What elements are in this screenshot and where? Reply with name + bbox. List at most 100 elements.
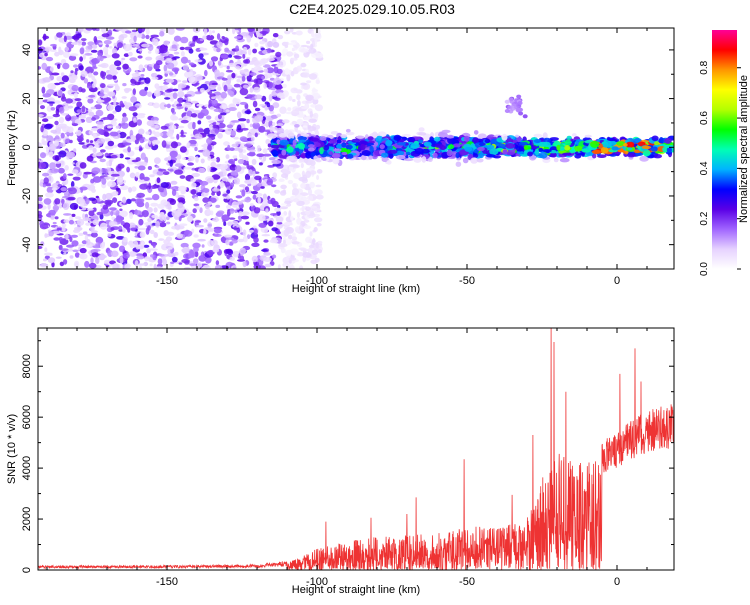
heatmap-noise-cell xyxy=(70,181,75,188)
spectrogram-y-tick-label: 20 xyxy=(21,92,33,104)
heatmap-signal-cell xyxy=(369,145,374,153)
heatmap-noise-cell xyxy=(134,166,139,169)
heatmap-noise-cell xyxy=(195,156,199,163)
heatmap-noise-cell xyxy=(297,100,301,107)
heatmap-signal-cell xyxy=(418,127,425,132)
heatmap-noise-cell xyxy=(214,69,220,77)
heatmap-noise-cell xyxy=(252,122,260,129)
heatmap-signal-cell xyxy=(516,146,524,152)
heatmap-noise-cell xyxy=(82,231,88,235)
heatmap-noise-cell xyxy=(295,30,303,36)
heatmap-noise-cell xyxy=(261,234,271,237)
heatmap-signal-cell xyxy=(502,149,508,155)
heatmap-noise-cell xyxy=(139,183,149,190)
heatmap-noise-cell xyxy=(258,214,266,222)
heatmap-noise-cell xyxy=(209,106,215,111)
heatmap-signal-cell xyxy=(470,157,478,164)
heatmap-noise-cell xyxy=(161,140,167,148)
heatmap-noise-cell xyxy=(77,198,85,204)
heatmap-noise-cell xyxy=(307,126,317,132)
heatmap-noise-cell xyxy=(145,197,154,201)
heatmap-noise-cell xyxy=(129,129,134,137)
heatmap-noise-cell xyxy=(105,74,114,80)
heatmap-noise-cell xyxy=(168,124,177,130)
heatmap-noise-cell xyxy=(257,196,262,204)
heatmap-noise-cell xyxy=(229,91,235,97)
heatmap-noise-cell xyxy=(226,189,231,194)
heatmap-noise-cell xyxy=(272,122,276,126)
heatmap-noise-cell xyxy=(76,136,84,142)
heatmap-noise-cell xyxy=(251,190,258,195)
heatmap-noise-cell xyxy=(315,194,324,200)
heatmap-signal-cell xyxy=(455,161,462,167)
heatmap-noise-cell xyxy=(85,28,93,31)
heatmap-noise-cell xyxy=(267,220,274,227)
heatmap-noise-cell xyxy=(246,133,253,138)
heatmap-noise-cell xyxy=(162,258,168,266)
heatmap-noise-cell xyxy=(78,232,84,236)
heatmap-noise-cell xyxy=(92,133,98,139)
heatmap-noise-cell xyxy=(44,233,48,239)
heatmap-noise-cell xyxy=(132,112,138,117)
heatmap-noise-cell xyxy=(236,111,242,119)
heatmap-noise-cell xyxy=(38,216,43,223)
heatmap-noise-cell xyxy=(198,53,204,59)
heatmap-noise-cell xyxy=(225,154,230,159)
heatmap-noise-cell xyxy=(239,101,248,105)
heatmap-noise-cell xyxy=(197,238,206,242)
heatmap-noise-cell xyxy=(73,148,77,153)
heatmap-signal-cell xyxy=(294,151,300,156)
heatmap-noise-cell xyxy=(141,43,150,48)
heatmap-noise-cell xyxy=(163,104,169,107)
heatmap-noise-cell xyxy=(263,153,272,157)
heatmap-noise-cell xyxy=(251,67,255,73)
heatmap-noise-cell xyxy=(38,214,43,218)
heatmap-noise-cell xyxy=(140,74,145,77)
heatmap-noise-cell xyxy=(39,263,49,268)
heatmap-noise-cell xyxy=(314,189,323,196)
heatmap-noise-cell xyxy=(49,103,54,107)
heatmap-noise-cell xyxy=(112,75,117,80)
heatmap-noise-cell xyxy=(67,173,74,176)
heatmap-signal-cell xyxy=(294,124,300,128)
heatmap-noise-cell xyxy=(224,181,231,187)
heatmap-noise-cell xyxy=(159,212,165,215)
heatmap-noise-cell xyxy=(179,146,187,153)
heatmap-noise-cell xyxy=(309,170,317,175)
heatmap-noise-cell xyxy=(291,236,298,241)
heatmap-noise-cell xyxy=(306,45,311,49)
heatmap-signal-cell xyxy=(423,141,432,147)
heatmap-noise-cell xyxy=(186,215,194,222)
heatmap-noise-cell xyxy=(98,254,107,259)
heatmap-noise-cell xyxy=(253,86,261,93)
heatmap-noise-cell xyxy=(148,182,152,190)
heatmap-noise-cell xyxy=(270,87,276,91)
heatmap-noise-cell xyxy=(95,257,100,265)
heatmap-noise-cell xyxy=(228,158,236,165)
heatmap-signal-cell xyxy=(322,158,327,161)
heatmap-noise-cell xyxy=(289,28,294,33)
heatmap-noise-cell xyxy=(87,41,95,46)
heatmap-noise-cell xyxy=(41,86,46,94)
heatmap-noise-cell xyxy=(239,69,247,73)
heatmap-noise-cell xyxy=(49,49,57,52)
heatmap-noise-cell xyxy=(65,138,71,144)
heatmap-noise-cell xyxy=(58,237,63,242)
heatmap-noise-cell xyxy=(170,141,178,149)
heatmap-signal-cell xyxy=(584,134,592,138)
heatmap-noise-cell xyxy=(159,214,165,221)
heatmap-noise-cell xyxy=(208,99,213,107)
heatmap-noise-cell xyxy=(290,87,299,94)
heatmap-noise-cell xyxy=(230,130,236,137)
heatmap-noise-cell xyxy=(158,253,165,257)
heatmap-noise-cell xyxy=(43,177,49,185)
heatmap-signal-cell xyxy=(489,148,499,156)
heatmap-signal-cell xyxy=(533,133,543,138)
heatmap-noise-cell xyxy=(105,145,114,150)
heatmap-noise-cell xyxy=(187,162,194,166)
heatmap-noise-cell xyxy=(285,41,289,46)
heatmap-noise-cell xyxy=(58,46,62,54)
heatmap-noise-cell xyxy=(272,33,279,38)
heatmap-noise-cell xyxy=(47,83,56,90)
heatmap-noise-cell xyxy=(206,137,213,145)
